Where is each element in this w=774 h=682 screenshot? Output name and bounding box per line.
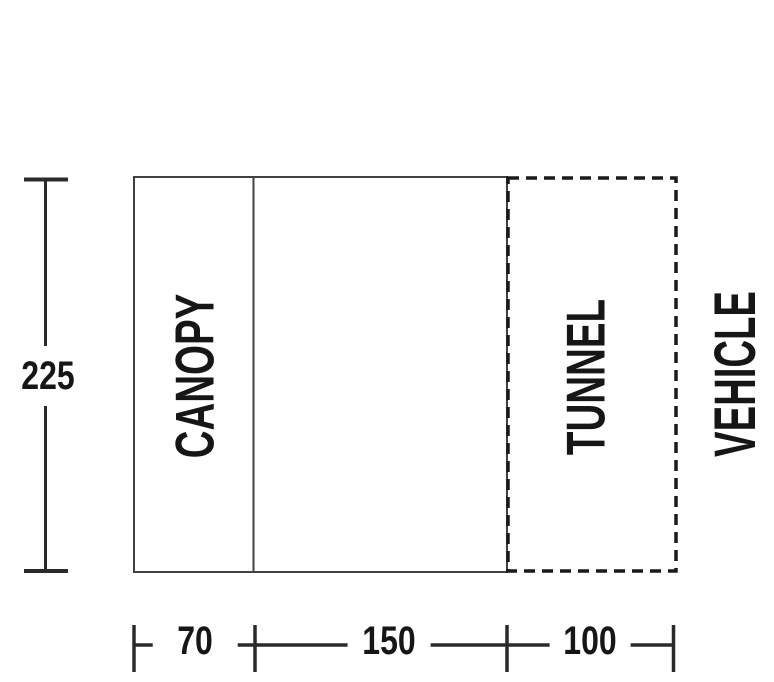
vehicle-label-text: VEHICLE (703, 291, 768, 457)
tunnel-dashed-outline (506, 176, 678, 573)
tunnel-label-text: TUNNEL (554, 298, 617, 456)
tunnel-label: TUNNEL (554, 265, 617, 488)
canopy-label: CANOPY (163, 258, 226, 493)
canopy-label-text: CANOPY (163, 293, 226, 459)
tunnel-depth-dim-value-text: 100 (563, 619, 617, 663)
vehicle-label: VEHICLE (703, 248, 768, 499)
canopy-width-dim-value: 150 (347, 619, 431, 663)
tunnel-depth-dim-value: 100 (549, 619, 631, 663)
canopy-depth-dim-value: 70 (152, 619, 238, 663)
canopy-width-dim-value-text: 150 (362, 619, 416, 663)
height-dim-value: 225 (14, 346, 82, 406)
height-dim-value-text: 225 (21, 354, 75, 398)
canopy-depth-dim-value-text: 70 (177, 619, 213, 663)
